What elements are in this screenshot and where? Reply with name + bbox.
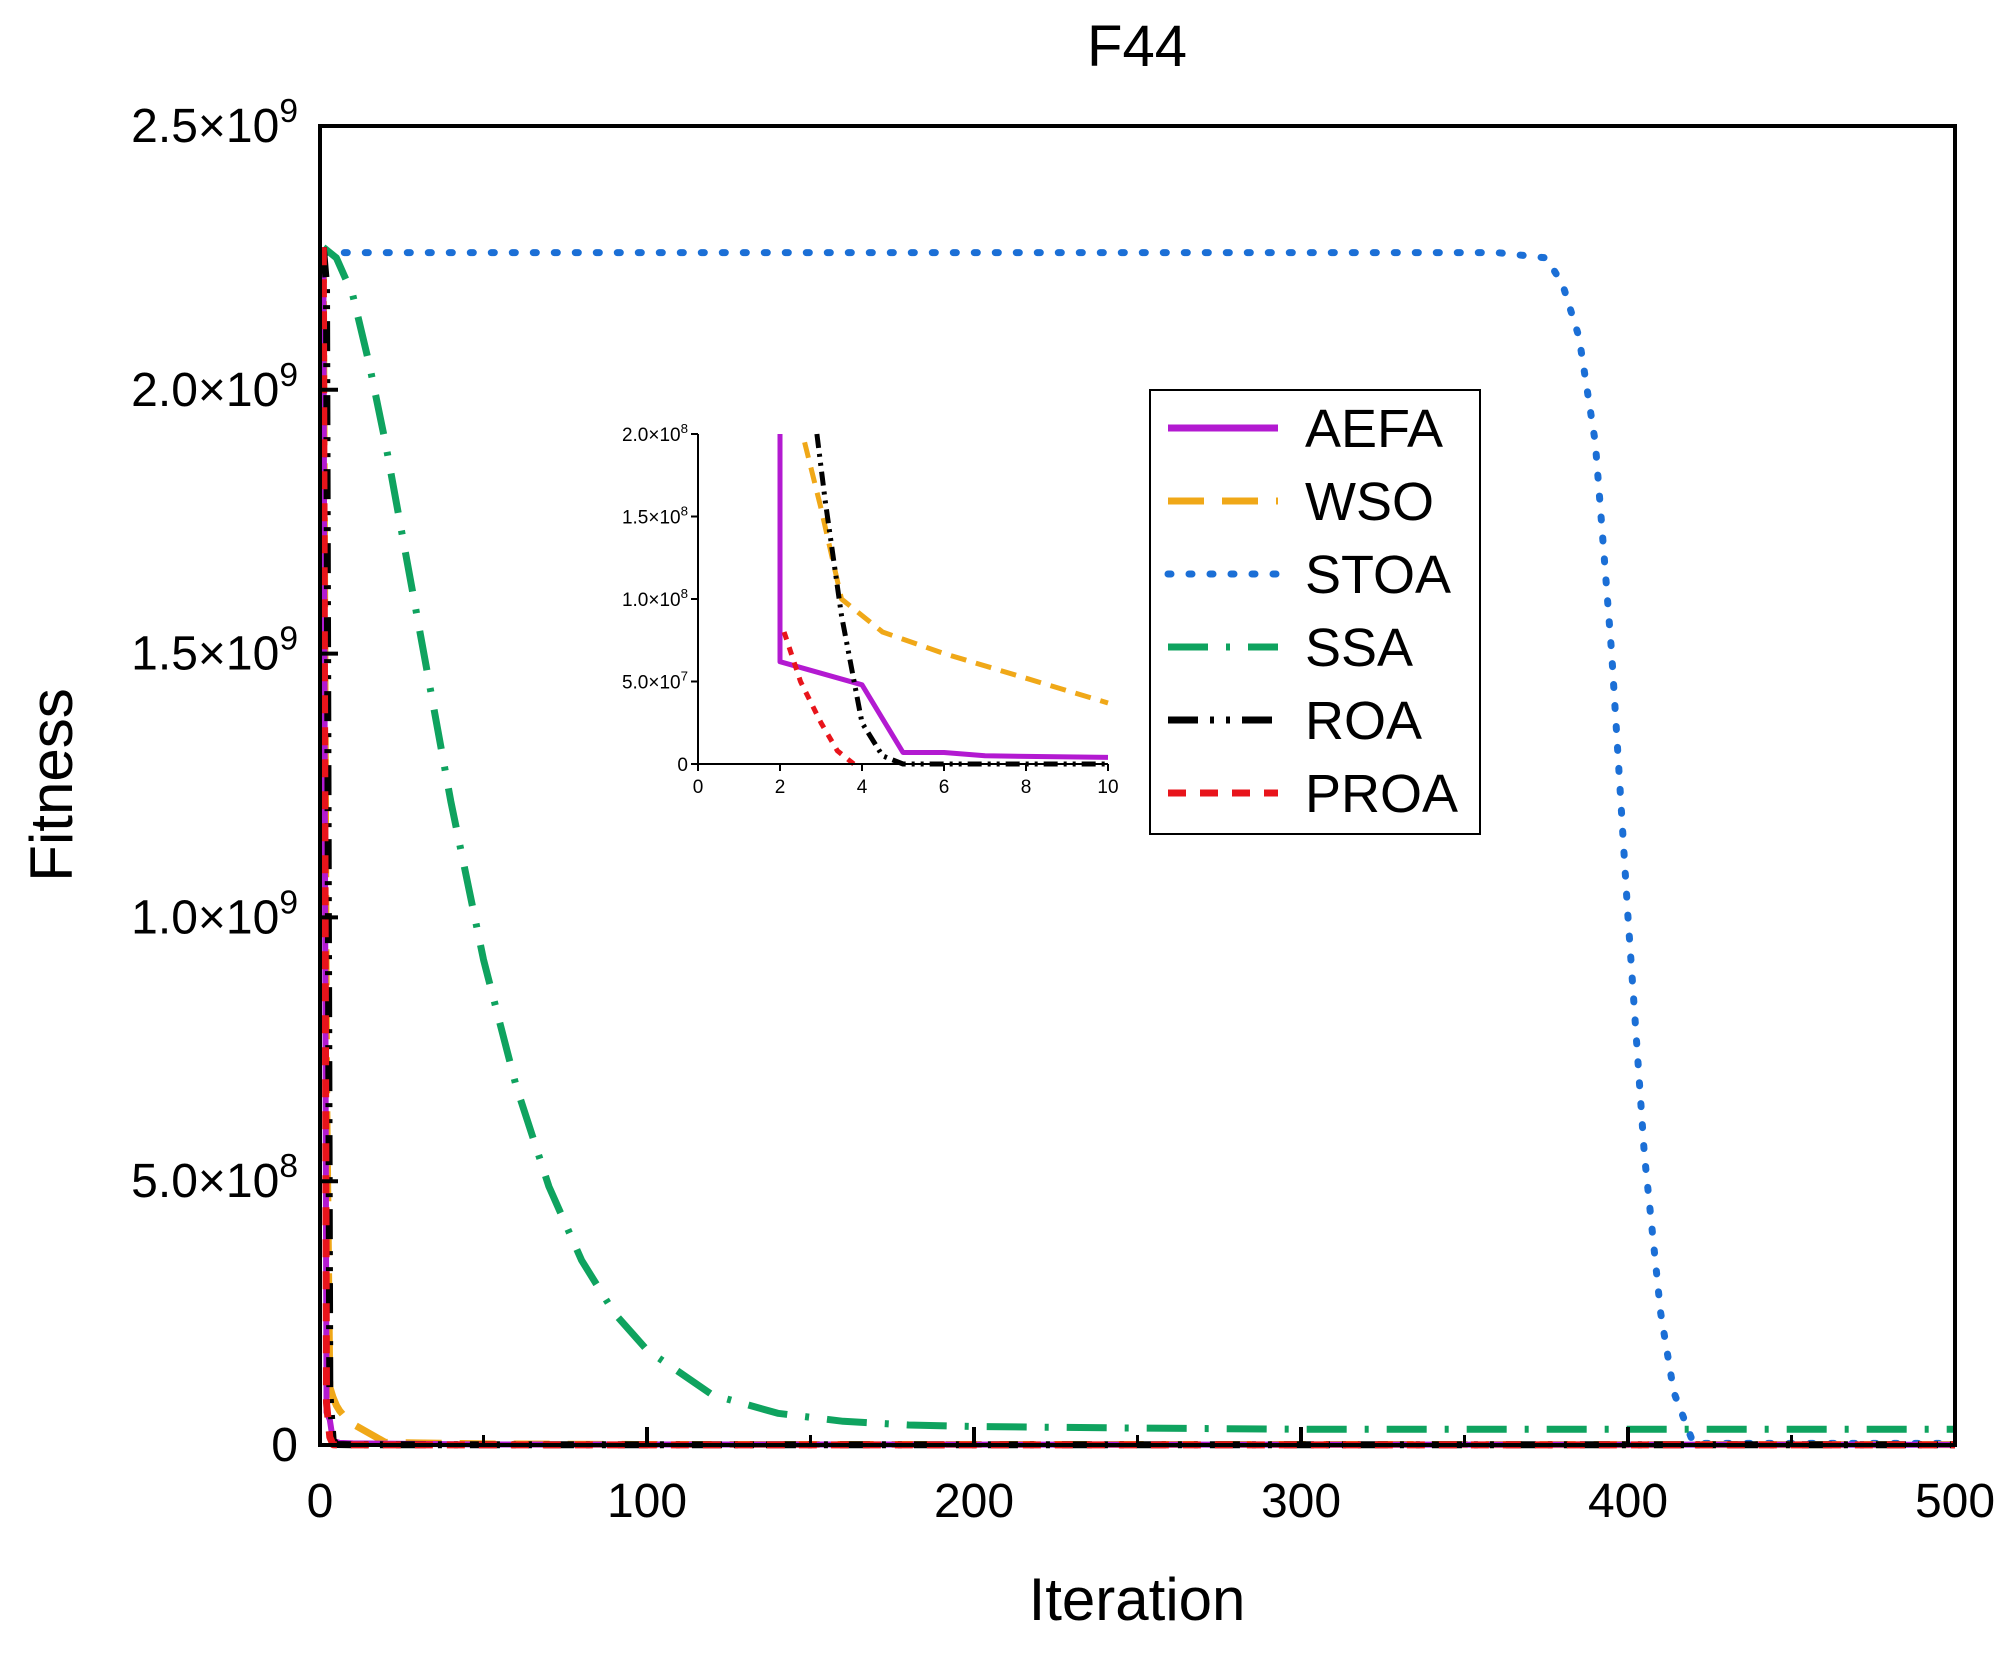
x-tick-label: 200 bbox=[934, 1475, 1014, 1528]
y-axis: 0 5.0×108 1.0×109 1.5×109 2.0×109 2.5×109 bbox=[131, 93, 338, 1472]
legend: AEFA WSO STOA SSA ROA PROA bbox=[1149, 389, 1481, 835]
series-line-roa bbox=[319, 246, 1955, 1449]
legend-label-ssa: SSA bbox=[1305, 618, 1413, 678]
inset-y-tick-label: 2.0×108 bbox=[622, 421, 688, 446]
inset-y-tick-label: 1.5×108 bbox=[622, 504, 688, 529]
x-axis: 0 100 200 300 400 500 bbox=[307, 1427, 1995, 1528]
y-tick-label: 2.5×109 bbox=[131, 93, 298, 153]
inset-x-tick-label: 4 bbox=[857, 777, 868, 798]
inset-x-axis: 0 2 4 6 8 10 bbox=[693, 764, 1119, 798]
legend-label-aefa: AEFA bbox=[1305, 399, 1443, 459]
y-tick-label: 5.0×108 bbox=[131, 1148, 298, 1208]
inset-x-tick-label: 6 bbox=[939, 777, 950, 798]
x-tick-label: 300 bbox=[1261, 1475, 1341, 1528]
series-line-stoa bbox=[319, 249, 1959, 1447]
legend-label-stoa: STOA bbox=[1305, 545, 1451, 605]
x-tick-label: 100 bbox=[607, 1475, 687, 1528]
inset-y-axis: 0 5.0×107 1.0×108 1.5×108 2.0×108 bbox=[622, 421, 698, 776]
inset-series-line-roa bbox=[814, 433, 1108, 767]
x-tick-label: 400 bbox=[1588, 1475, 1668, 1528]
chart-title: F44 bbox=[1087, 14, 1187, 79]
inset-y-tick-label: 0 bbox=[677, 755, 688, 776]
inset-series-line-wso bbox=[802, 441, 1109, 706]
series-line-wso bbox=[319, 247, 1956, 1449]
legend-items: AEFA WSO STOA SSA ROA PROA bbox=[1164, 399, 1458, 824]
legend-label-wso: WSO bbox=[1305, 472, 1434, 532]
y-axis-label: Fitness bbox=[18, 688, 85, 881]
inset-series-layer bbox=[777, 433, 1109, 767]
inset-x-tick-label: 0 bbox=[693, 777, 704, 798]
main-plot: 0 100 200 300 400 500 05.0×1081.0×1091.5×1092… bbox=[18, 93, 1995, 1633]
legend-label-roa: ROA bbox=[1305, 691, 1422, 751]
inset-x-tick-label: 10 bbox=[1097, 777, 1118, 798]
y-tick-label: 1.5×109 bbox=[131, 621, 298, 681]
x-tick-label: 500 bbox=[1915, 1475, 1995, 1528]
inset-plot: 0 2 4 6 8 10 0 5.0×107 1.0×108 1.5×108 2.0×108 bbox=[622, 421, 1119, 798]
series-line-proa bbox=[319, 247, 1955, 1449]
plot-frame bbox=[318, 124, 1957, 1447]
series-layer bbox=[319, 244, 1959, 1449]
inset-series-line-aefa bbox=[777, 434, 1109, 760]
legend-label-proa: PROA bbox=[1305, 764, 1458, 824]
inset-y-tick-label: 5.0×107 bbox=[622, 669, 688, 694]
legend-box bbox=[1149, 389, 1481, 835]
inset-y-tick-label: 1.0×108 bbox=[622, 586, 688, 611]
y-tick-label: 0 bbox=[271, 1419, 298, 1472]
series-line-aefa bbox=[320, 247, 1956, 1448]
series-line-ssa bbox=[321, 244, 1955, 1433]
x-axis-label: Iteration bbox=[1029, 1566, 1246, 1633]
y-tick-label: 2.0×109 bbox=[131, 357, 298, 417]
x-tick-label: 0 bbox=[307, 1475, 334, 1528]
y-tick-label: 1.0×109 bbox=[131, 884, 298, 944]
inset-x-tick-label: 8 bbox=[1021, 777, 1032, 798]
inset-series-line-proa bbox=[781, 631, 856, 766]
inset-x-tick-label: 2 bbox=[775, 777, 786, 798]
